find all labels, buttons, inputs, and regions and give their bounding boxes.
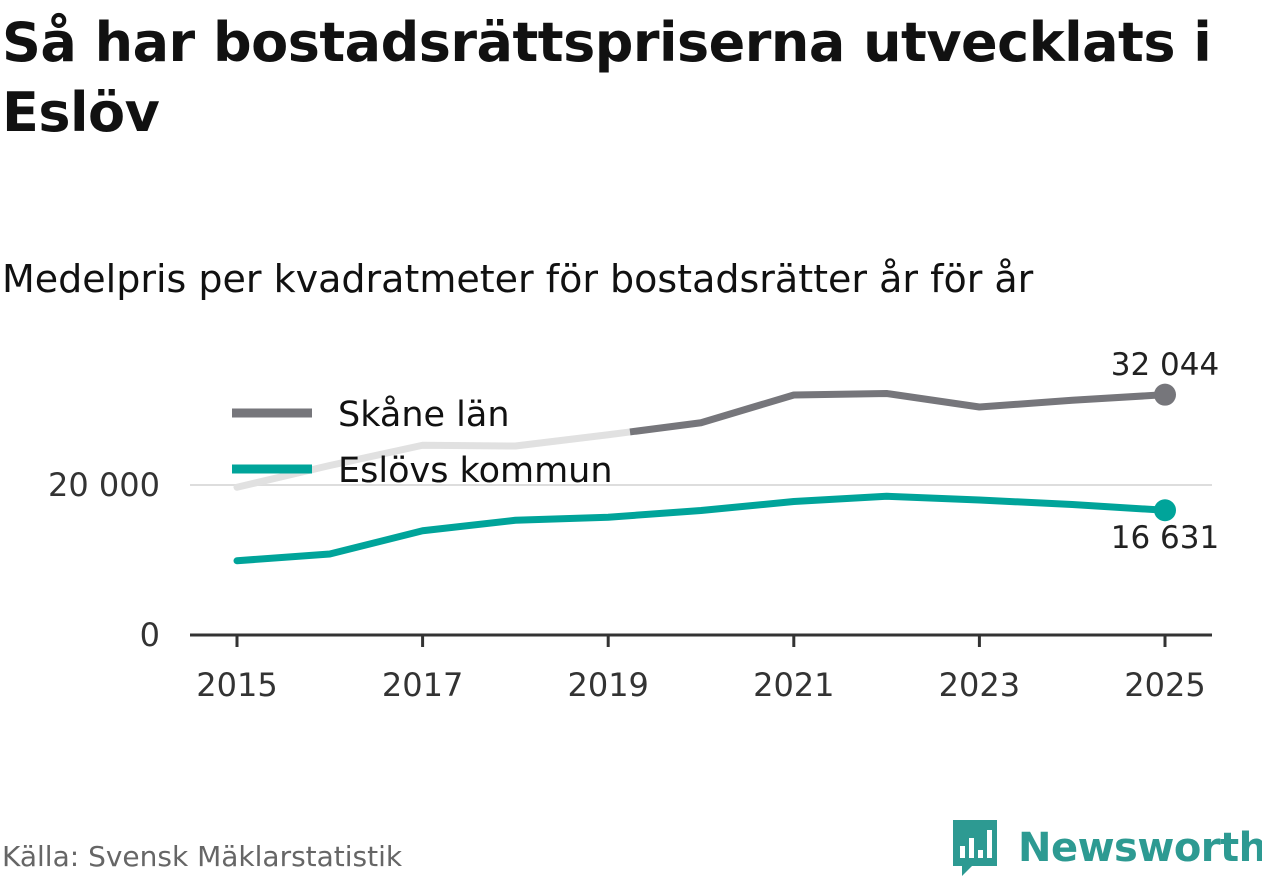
series-line-skane — [629, 390, 1166, 436]
series-line-skane-faded — [233, 428, 634, 491]
brand-name: Newsworthy — [1018, 825, 1262, 871]
end-label-skane: 32 044 — [1111, 347, 1219, 383]
endpoint-eslov — [1154, 499, 1176, 522]
brand-logo: Newsworthy — [950, 818, 1262, 878]
series-line-eslov — [233, 492, 1169, 565]
end-label-eslov: 16 631 — [1111, 520, 1219, 556]
y-tick-label-0: 0 — [140, 616, 160, 654]
x-tick-label-1: 2017 — [382, 666, 463, 704]
x-tick-label-2: 2019 — [567, 666, 648, 704]
x-tick-label-5: 2025 — [1124, 666, 1205, 704]
chart-title: Så har bostadsrättspriserna utvecklats i… — [2, 11, 1212, 144]
chart-subtitle: Medelpris per kvadratmeter för bostadsrä… — [2, 257, 1034, 301]
x-tick-label-4: 2023 — [939, 666, 1020, 704]
x-tick-label-0: 2015 — [196, 666, 277, 704]
legend-label-skane: Skåne län — [338, 394, 510, 435]
newsworthy-logo-icon — [953, 820, 997, 876]
endpoint-skane — [1154, 383, 1176, 406]
x-tick-label-3: 2021 — [753, 666, 834, 704]
source-note: Källa: Svensk Mäklarstatistik — [2, 840, 403, 873]
y-tick-label-1: 20 000 — [48, 466, 160, 504]
legend-label-eslov: Eslövs kommun — [338, 451, 613, 491]
